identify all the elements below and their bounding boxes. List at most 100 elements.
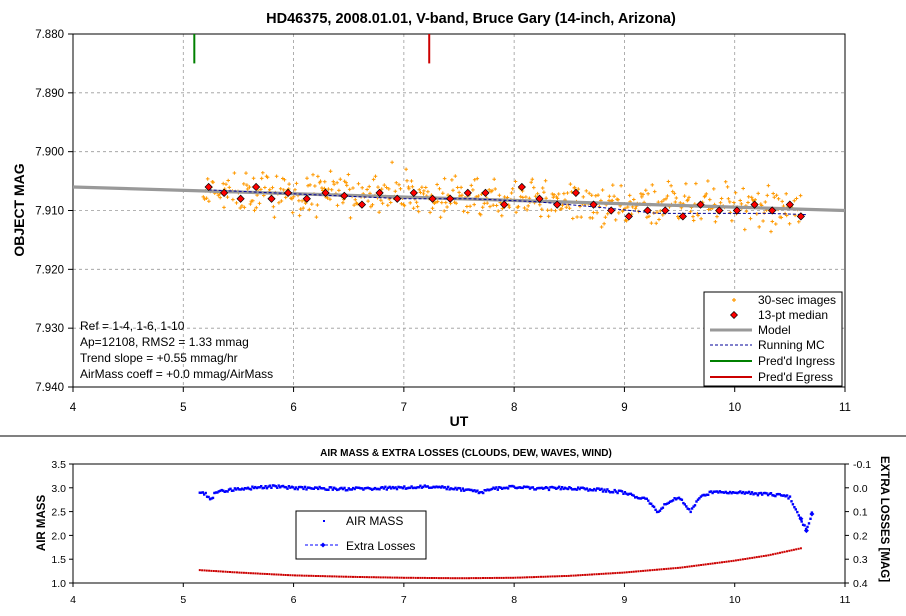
y-tick-label: 1.0 [51,578,66,590]
median-point [357,200,367,209]
airmass-point [528,576,531,579]
extra-losses-point [670,499,673,503]
extra-losses-point [699,495,703,498]
data-point-30sec [490,188,494,193]
airmass-point [797,547,800,550]
airmass-point [607,572,610,575]
extra-losses-point [807,522,811,525]
extra-losses-point [533,488,536,491]
data-point-30sec [538,203,542,207]
airmass-point [263,572,266,575]
airmass-point [442,577,445,580]
extra-losses-point [286,487,289,490]
extra-losses-point [549,486,552,489]
median-point [219,188,229,197]
airmass-point [507,576,510,579]
data-point-30sec [581,195,586,199]
extra-losses-point [692,505,695,508]
data-point-30sec [428,210,432,215]
extra-losses-point [290,485,294,488]
extra-losses-point [724,490,727,494]
data-point-30sec [242,205,247,210]
extra-losses-point [315,486,318,489]
data-point-30sec [605,212,610,216]
data-point-30sec [442,209,446,213]
data-point-30sec [411,206,416,210]
extra-losses-point [645,497,648,500]
data-point-30sec [274,174,279,179]
data-point-30sec [696,213,700,218]
airmass-point [294,574,296,577]
data-point-30sec [595,211,599,215]
extra-losses-point [347,487,350,490]
data-point-30sec [444,200,448,205]
airmass-point [238,571,241,574]
extra-losses-point [397,485,400,489]
data-point-30sec [684,181,688,186]
extra-losses-point [252,486,256,490]
airmass-point [697,564,700,567]
airmass-point [423,576,426,579]
airmass-point [314,575,317,577]
legend-swatch-diamond [730,311,738,319]
data-point-30sec [224,182,228,186]
airmass-point [751,556,754,559]
airmass-point [249,572,252,575]
extra-losses-point [766,493,770,497]
airmass-point [695,564,698,567]
extra-losses-point [439,486,443,489]
x-tick-label: 10 [729,594,741,606]
airmass-point [707,563,710,566]
data-point-30sec [579,215,583,219]
bottom-x-ticks: 4 5 6 7 8 9 10 11 [70,583,851,606]
extra-losses-point [425,485,428,488]
data-point-30sec [466,210,470,215]
extra-losses-point [210,497,213,500]
data-point-30sec [784,192,788,196]
airmass-point [774,552,777,555]
airmass-point [268,573,271,576]
extra-losses-point [558,485,561,488]
extra-losses-point [749,492,752,496]
data-point-30sec [748,216,753,221]
extra-losses-point [536,487,539,490]
extra-losses-point [715,490,719,493]
extra-losses-point [790,500,793,503]
extra-losses-point [620,490,624,493]
airmass-point [739,558,742,561]
airmass-point [521,576,524,579]
data-point-30sec [247,185,252,189]
extra-losses-point [635,495,638,499]
airmass-point [500,576,503,579]
data-point-30sec [733,191,738,195]
extra-losses-point [432,485,435,488]
extra-losses-point [733,491,736,494]
extra-losses-point [318,485,321,489]
airmass-point [546,575,549,578]
extra-losses-point [616,491,619,495]
airmass-point [762,555,765,557]
airmass-point [649,569,651,572]
airmass-point [732,559,735,562]
airmass-point [711,562,714,565]
data-point-30sec [552,193,556,197]
data-point-30sec [644,188,648,193]
airmass-point [526,576,528,579]
airmass-point [772,553,774,556]
extra-losses-point [220,488,223,492]
airmass-point [727,560,730,563]
data-point-30sec [232,171,237,175]
airmass-point [463,577,466,580]
data-point-30sec [337,188,341,193]
extra-losses-point [211,496,215,500]
airmass-point [498,576,501,579]
extra-losses-point [324,488,327,491]
airmass-point [479,577,482,580]
extra-losses-point [407,486,410,489]
extra-losses-point [581,486,584,489]
airmass-point [340,575,343,578]
airmass-point [579,574,582,577]
airmass-point [208,569,211,572]
data-point-30sec [287,182,291,186]
extra-losses-point [518,486,521,489]
